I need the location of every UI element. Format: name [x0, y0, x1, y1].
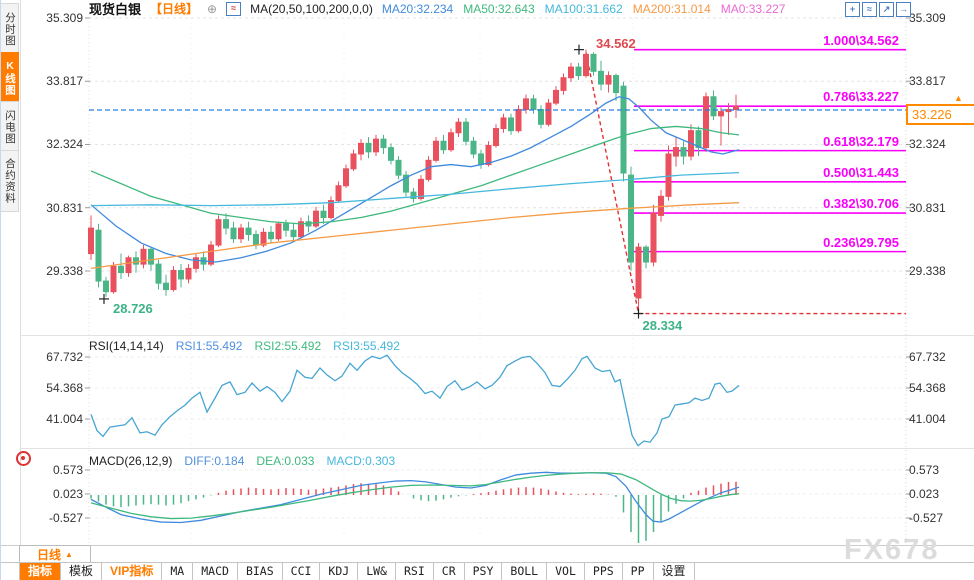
tab-bias[interactable]: BIAS: [237, 563, 283, 580]
axis-scale-icon[interactable]: ↗: [879, 2, 894, 17]
tab-vip-indicator[interactable]: VIP指标: [102, 563, 163, 580]
sidebar: 分时图 K线图 闪电图 合约资料: [1, 0, 21, 545]
tab-cr[interactable]: CR: [433, 563, 465, 580]
axis-label: 41.004: [909, 412, 946, 426]
tab-lw[interactable]: LW&: [358, 563, 396, 580]
axis-label: 67.732: [46, 350, 83, 364]
axis-label: 29.338: [46, 263, 83, 278]
fib-level-label: 0.786\33.227: [823, 89, 899, 105]
tab-ma[interactable]: MA: [162, 563, 194, 580]
axis-label: 41.004: [46, 412, 83, 426]
fib-level-label: 0.236\29.795: [823, 234, 899, 250]
rsi-value-1: RSI2:55.492: [254, 339, 322, 353]
pane-divider: [21, 448, 974, 449]
watermark: FX678: [844, 534, 940, 566]
alert-icon[interactable]: [16, 451, 31, 466]
axis-label: 30.831: [909, 200, 946, 215]
tab-psy[interactable]: PSY: [464, 563, 503, 580]
tab-settings[interactable]: 设置: [653, 563, 695, 580]
axis-label: 54.368: [46, 381, 83, 395]
x-axis-strip: 2025/012025/022025/032025/04: [1, 545, 974, 563]
annotation-apr_low: 28.334: [642, 317, 683, 333]
ma-formula: MA(20,50,100,200,0,0): [250, 1, 373, 16]
fib-level-label: 0.500\31.443: [823, 164, 899, 180]
tab-template[interactable]: 模板: [61, 563, 103, 580]
axis-label: -0.527: [909, 510, 944, 525]
chevron-up-icon: ▲: [65, 549, 73, 559]
macd-formula: MACD(26,12,9): [89, 454, 173, 468]
period-selector-label: 日线: [37, 547, 62, 562]
add-indicator-icon[interactable]: ⊕: [207, 1, 218, 16]
axis-label: 0.023: [52, 486, 83, 501]
axis-label: 0.573: [52, 463, 83, 477]
tab-macd[interactable]: MACD: [193, 563, 238, 580]
annotation-dec_low: 28.726: [113, 300, 153, 316]
tab-pps[interactable]: PPS: [584, 563, 623, 580]
axis-label: 33.817: [909, 74, 946, 89]
fib-level-label: 0.382\30.706: [823, 196, 899, 212]
axis-label: 35.309: [46, 11, 83, 25]
pane-divider: [21, 335, 974, 336]
ma-values: MA20:32.234 MA50:32.643 MA100:31.662 MA200:…: [382, 2, 786, 16]
axis-label: 0.573: [909, 463, 940, 477]
axis-label: 54.368: [909, 381, 946, 395]
side-tab-time-chart[interactable]: 分时图: [1, 3, 19, 55]
side-tab-lightning-chart[interactable]: 闪电图: [1, 101, 19, 153]
side-tab-contract-info[interactable]: 合约资料: [1, 150, 19, 212]
tab-pp[interactable]: PP: [622, 563, 654, 580]
ma-value-0: MA20:32.234: [381, 1, 454, 16]
ma-value-2: MA100:31.662: [544, 1, 623, 16]
axis-label: 29.338: [909, 263, 946, 278]
side-tab-kline-chart[interactable]: K线图: [1, 52, 19, 104]
period-tag[interactable]: 【日线】: [150, 2, 199, 16]
chart-type-icon[interactable]: ≈: [226, 1, 242, 16]
current-price-box: 33.226: [906, 104, 974, 125]
indicator-toolbar: 指标 模板 VIP指标 MA MACD BIAS CCI KDJ LW& RSI CR PSY BOLL…: [1, 562, 974, 580]
ma-value-4: MA0:33.227: [720, 1, 786, 16]
toolbar-spacer: [1, 563, 20, 580]
macd-value-1: DEA:0.033: [256, 454, 315, 468]
fib-level-label: 1.000\34.562: [823, 32, 899, 48]
macd-value-2: MACD:0.303: [326, 454, 396, 468]
rsi-values: RSI1:55.492 RSI2:55.492 RSI3:55.492: [176, 339, 400, 353]
axis-label: 35.309: [909, 11, 946, 25]
axis-label: 0.023: [909, 486, 940, 501]
axis-zoom-icon[interactable]: ≈: [862, 2, 877, 17]
rsi-value-0: RSI1:55.492: [175, 339, 243, 353]
macd-values: DIFF:0.184 DEA:0.033 MACD:0.303: [184, 454, 395, 468]
axis-label: 32.324: [909, 137, 946, 152]
tab-cci[interactable]: CCI: [282, 563, 321, 580]
tab-indicator[interactable]: 指标: [20, 563, 62, 580]
ma-value-1: MA50:32.643: [463, 1, 535, 16]
axis-label: 30.831: [46, 200, 83, 215]
crosshair-icon[interactable]: +: [845, 2, 860, 17]
symbol-title: 现货白银: [89, 2, 142, 17]
tab-boll[interactable]: BOLL: [502, 563, 548, 580]
tab-vol[interactable]: VOL: [547, 563, 585, 580]
period-selector[interactable]: 日线 ▲: [19, 545, 91, 563]
chart-tool-icons: + ≈ ↗ →: [845, 2, 911, 17]
annotation-peak: 34.562: [596, 35, 636, 51]
ma-value-3: MA200:31.014: [632, 1, 711, 16]
chart-canvas[interactable]: [1, 0, 974, 545]
macd-header: MACD(26,12,9) DIFF:0.184 DEA:0.033 MACD:0.…: [89, 454, 395, 468]
current-price-value: 33.226: [912, 107, 952, 122]
rsi-formula: RSI(14,14,14): [89, 339, 164, 353]
rsi-header: RSI(14,14,14) RSI1:55.492 RSI2:55.492 RSI3…: [89, 339, 400, 353]
axis-label: -0.527: [48, 510, 83, 525]
price-up-arrow-icon: ▲: [954, 93, 963, 103]
rsi-value-2: RSI3:55.492: [333, 339, 400, 353]
axis-label: 33.817: [46, 74, 83, 89]
axis-label: 67.732: [909, 350, 946, 364]
axis-label: 32.324: [46, 137, 83, 152]
tab-kdj[interactable]: KDJ: [320, 563, 359, 580]
fib-level-label: 0.618\32.179: [823, 133, 899, 149]
pan-right-icon[interactable]: →: [896, 2, 911, 17]
macd-value-0: DIFF:0.184: [184, 454, 245, 468]
tab-rsi[interactable]: RSI: [395, 563, 434, 580]
chart-header: 现货白银 【日线】 ⊕ ≈ MA(20,50,100,200,0,0) MA20…: [89, 1, 786, 17]
